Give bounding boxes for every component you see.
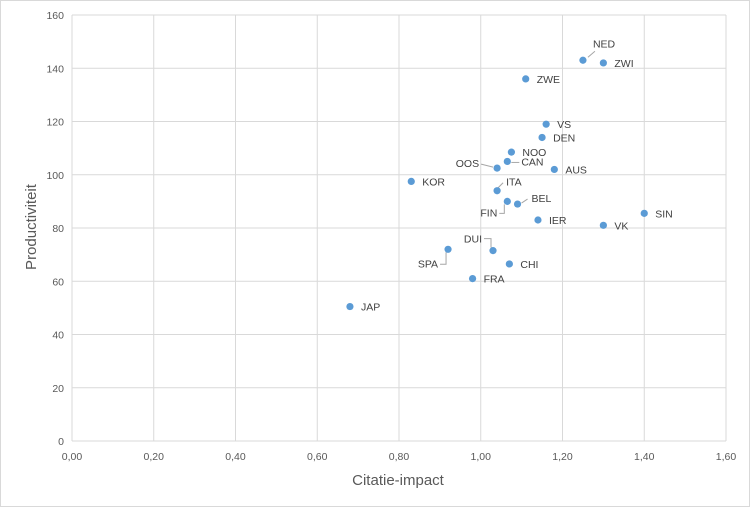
point-label-vs: VS — [557, 119, 571, 131]
leader-line — [497, 182, 504, 189]
y-tick-label: 60 — [52, 276, 64, 288]
x-tick-label: 1,40 — [634, 451, 655, 463]
x-tick-label: 0,80 — [389, 451, 410, 463]
data-point-sin — [640, 209, 648, 217]
point-label-ier: IER — [549, 215, 567, 227]
point-label-ita: ITA — [506, 177, 522, 189]
y-axis-title: Productiviteit — [23, 183, 40, 270]
point-label-kor: KOR — [422, 176, 445, 188]
data-point-vs — [542, 120, 550, 128]
point-label-sin: SIN — [655, 208, 673, 220]
point-label-noo: NOO — [522, 147, 546, 159]
x-tick-label: 1,00 — [471, 451, 492, 463]
data-point-den — [538, 133, 546, 142]
point-label-chi: CHI — [520, 259, 538, 271]
y-tick-label: 40 — [52, 330, 64, 342]
data-point-noo — [507, 148, 516, 156]
data-point-dui — [489, 247, 497, 255]
x-tick-label: 1,20 — [552, 451, 573, 463]
y-tick-label: 80 — [52, 223, 64, 235]
leader-line — [440, 252, 447, 265]
data-point-oos — [493, 164, 501, 172]
tick-labels: 0 20 40 60 80 100 120 140 160 0,00 0,20 0,40 0,60 0,8… — [46, 10, 736, 463]
leader-line — [484, 238, 492, 248]
data-point-zwe — [522, 75, 530, 83]
data-point-aus — [550, 165, 558, 174]
data-point-spa — [444, 245, 452, 253]
y-tick-label: 160 — [46, 10, 64, 22]
point-label-vk: VK — [614, 220, 628, 232]
x-tick-label: 0,20 — [144, 451, 165, 463]
leader-lines — [440, 50, 596, 265]
data-point-ned — [579, 56, 587, 64]
y-tick-label: 140 — [46, 63, 64, 75]
y-tick-label: 100 — [46, 170, 64, 182]
x-tick-label: 0,60 — [307, 451, 328, 463]
data-point-ita — [493, 187, 501, 195]
data-point-vk — [599, 221, 607, 229]
data-point-can — [503, 157, 511, 166]
data-point-fra — [468, 274, 477, 283]
gridlines — [71, 14, 727, 442]
x-tick-label: 0,00 — [62, 451, 83, 463]
y-tick-label: 120 — [46, 117, 64, 129]
point-label-jap: JAP — [361, 302, 380, 314]
point-label-zwe: ZWE — [537, 74, 560, 86]
y-tick-label: 20 — [52, 383, 64, 395]
data-point-bel — [513, 200, 522, 208]
y-tick-label: 0 — [58, 436, 64, 448]
point-label-oos: OOS — [456, 158, 479, 170]
point-label-spa: SPA — [418, 258, 438, 270]
point-label-den: DEN — [553, 132, 575, 144]
data-point-zwi — [599, 59, 607, 67]
data-point-chi — [505, 260, 513, 268]
point-label-fra: FRA — [484, 274, 505, 286]
data-point-fin — [503, 197, 511, 205]
point-label-aus: AUS — [565, 164, 587, 176]
point-label-fin: FIN — [480, 207, 497, 219]
data-points — [346, 56, 648, 311]
leader-line — [587, 50, 596, 58]
leader-line — [499, 204, 505, 214]
x-axis-title: Citatie-impact — [352, 472, 445, 489]
data-point-kor — [407, 177, 415, 186]
point-label-ned: NED — [593, 38, 616, 50]
leader-line — [521, 198, 528, 204]
point-label-bel: BEL — [532, 193, 552, 205]
leader-line — [480, 163, 494, 168]
point-label-can: CAN — [521, 156, 543, 168]
data-point-ier — [534, 216, 542, 224]
x-tick-label: 1,60 — [716, 451, 737, 463]
data-point-jap — [346, 302, 354, 311]
point-label-dui: DUI — [464, 234, 482, 246]
x-tick-label: 0,40 — [225, 451, 246, 463]
point-label-zwi: ZWI — [614, 58, 633, 70]
